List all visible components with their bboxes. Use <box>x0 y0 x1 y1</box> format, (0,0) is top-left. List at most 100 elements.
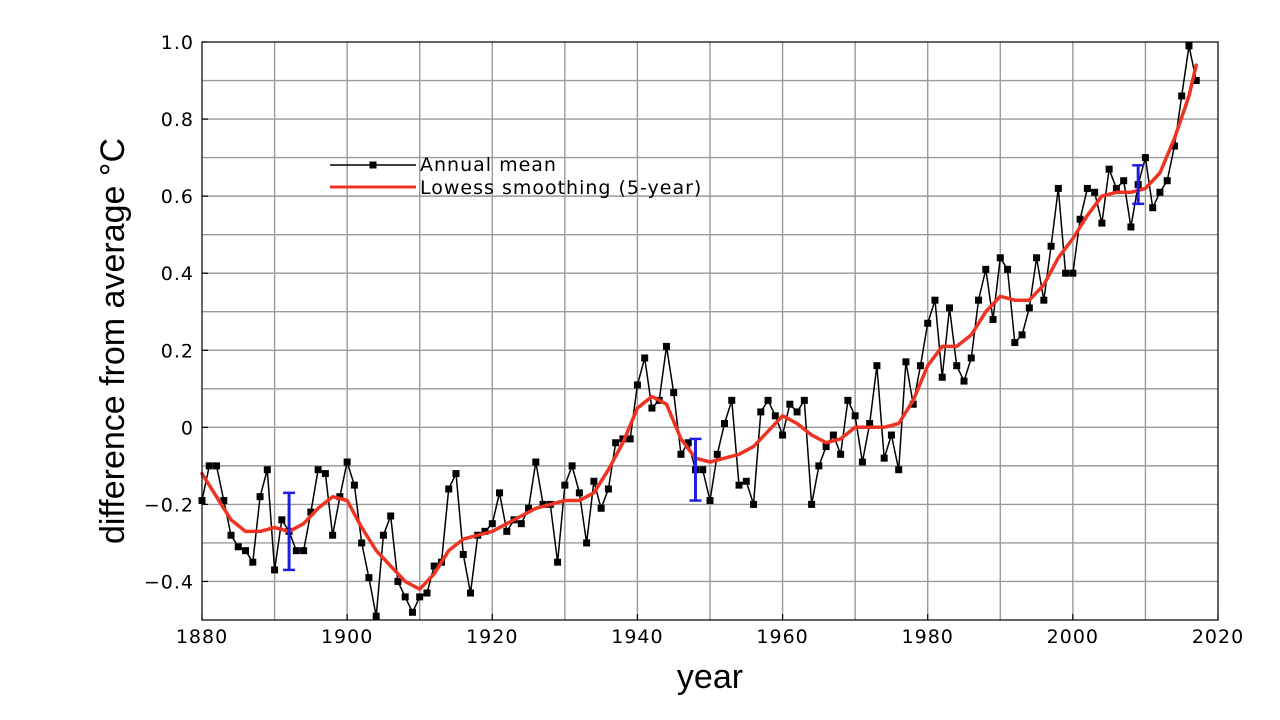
data-point-annual-mean <box>379 531 387 539</box>
data-point-annual-mean <box>1120 177 1128 185</box>
data-point-annual-mean <box>488 520 496 528</box>
data-point-annual-mean <box>975 296 983 304</box>
y-tick-label: −0.4 <box>144 571 194 593</box>
legend: Annual mean Lowess smoothing (5-year) <box>330 154 702 199</box>
data-point-annual-mean <box>648 404 656 412</box>
error-bar <box>689 437 702 502</box>
data-point-annual-mean <box>1127 223 1135 231</box>
error-bar <box>1132 164 1145 206</box>
data-point-annual-mean <box>1047 242 1055 250</box>
data-point-annual-mean <box>1149 204 1157 212</box>
data-point-annual-mean <box>742 477 750 485</box>
data-point-annual-mean <box>292 547 300 555</box>
y-tick-label: 1.0 <box>161 32 194 54</box>
x-tick-label: 1900 <box>321 626 373 648</box>
data-point-annual-mean <box>213 462 221 470</box>
data-point-annual-mean <box>887 431 895 439</box>
data-point-annual-mean <box>321 470 329 478</box>
y-tick-label: 0 <box>181 417 194 439</box>
data-point-annual-mean <box>1163 177 1171 185</box>
plot-frame <box>201 41 1219 621</box>
data-point-annual-mean <box>771 412 779 420</box>
data-point-annual-mean <box>880 454 888 462</box>
error-bars <box>283 164 1145 572</box>
data-point-annual-mean <box>735 481 743 489</box>
data-point-annual-mean <box>1185 42 1193 50</box>
data-point-annual-mean <box>626 435 634 443</box>
y-tick-label: 0.8 <box>161 109 194 131</box>
data-point-annual-mean <box>416 593 424 601</box>
data-point-annual-mean <box>423 589 431 597</box>
data-point-annual-mean <box>394 577 402 585</box>
data-point-annual-mean <box>561 481 569 489</box>
data-point-annual-mean <box>234 543 242 551</box>
data-point-annual-mean <box>307 508 315 516</box>
data-point-annual-mean <box>387 512 395 520</box>
data-point-annual-mean <box>706 497 714 505</box>
data-point-annual-mean <box>575 489 583 497</box>
data-point-annual-mean <box>960 377 968 385</box>
data-point-annual-mean <box>1025 304 1033 312</box>
data-point-annual-mean <box>1040 296 1048 304</box>
data-point-annual-mean <box>902 358 910 366</box>
x-tick-label: 2020 <box>1192 626 1244 648</box>
data-point-annual-mean <box>532 458 540 466</box>
data-point-annual-mean <box>430 562 438 570</box>
data-point-annual-mean <box>597 504 605 512</box>
data-point-annual-mean <box>263 466 271 474</box>
data-point-annual-mean <box>1083 184 1091 192</box>
data-point-annual-mean <box>1069 269 1077 277</box>
data-point-annual-mean <box>938 373 946 381</box>
data-point-annual-mean <box>365 574 373 582</box>
legend-marker-annual-mean <box>369 161 377 169</box>
data-point-annual-mean <box>800 396 808 404</box>
data-point-annual-mean <box>372 612 380 620</box>
data-point-annual-mean <box>554 558 562 566</box>
data-point-annual-mean <box>873 362 881 370</box>
series-line-annual-mean <box>201 45 1197 617</box>
data-point-annual-mean <box>982 265 990 273</box>
error-bar <box>283 491 296 572</box>
x-tick-label: 1940 <box>611 626 663 648</box>
data-point-annual-mean <box>866 419 874 427</box>
data-point-annual-mean <box>677 450 685 458</box>
data-point-annual-mean <box>844 396 852 404</box>
data-point-annual-mean <box>1018 331 1026 339</box>
x-axis-title: year <box>677 658 743 696</box>
data-point-annual-mean <box>945 304 953 312</box>
data-point-annual-mean <box>808 500 816 508</box>
data-point-annual-mean <box>1178 92 1186 100</box>
data-point-annual-mean <box>1170 142 1178 150</box>
data-point-annual-mean <box>242 547 250 555</box>
data-point-annual-mean <box>401 593 409 601</box>
data-point-annual-mean <box>590 477 598 485</box>
data-point-annual-mean <box>227 531 235 539</box>
data-point-annual-mean <box>336 493 344 501</box>
grid <box>202 42 1218 620</box>
data-point-annual-mean <box>858 458 866 466</box>
data-point-annual-mean <box>967 354 975 362</box>
data-point-annual-mean <box>1062 269 1070 277</box>
y-tick-label: −0.2 <box>144 494 194 516</box>
x-tick-label: 1880 <box>176 626 228 648</box>
data-point-annual-mean <box>757 408 765 416</box>
data-point-annual-mean <box>909 400 917 408</box>
data-point-annual-mean <box>408 608 416 616</box>
x-tick-label: 2000 <box>1047 626 1099 648</box>
data-point-annual-mean <box>793 408 801 416</box>
data-point-annual-mean <box>837 450 845 458</box>
x-tick-label: 1960 <box>756 626 808 648</box>
data-point-annual-mean <box>1054 184 1062 192</box>
y-tick-labels: −0.4 −0.2 0 0.2 0.4 0.6 0.8 1.0 <box>144 32 208 593</box>
data-point-annual-mean <box>278 516 286 524</box>
data-point-annual-mean <box>699 466 707 474</box>
data-point-annual-mean <box>764 396 772 404</box>
data-point-annual-mean <box>1112 184 1120 192</box>
data-point-annual-mean <box>670 389 678 397</box>
data-point-annual-mean <box>822 443 830 451</box>
data-point-annual-mean <box>1091 188 1099 196</box>
legend-label-lowess: Lowess smoothing (5-year) <box>420 177 702 199</box>
x-tick-label: 1980 <box>902 626 954 648</box>
data-point-annual-mean <box>271 566 279 574</box>
